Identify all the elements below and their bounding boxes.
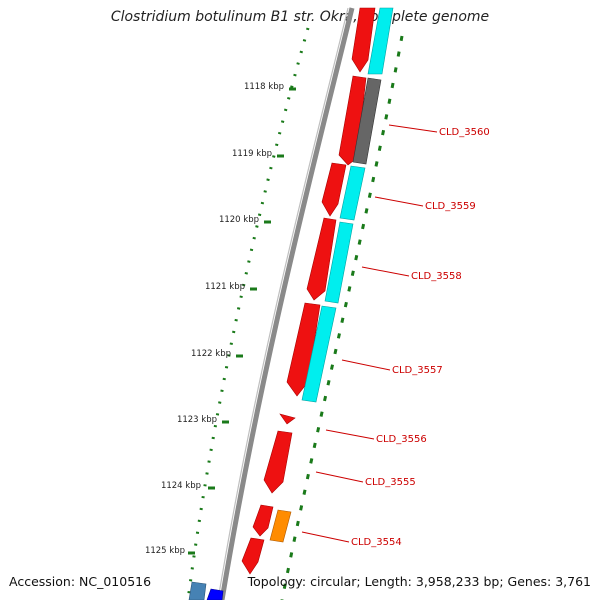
cog-block-cyan	[324, 221, 354, 304]
gene-label: CLD_3559	[425, 201, 476, 212]
cds-arrow	[338, 75, 367, 166]
cog-block-gray	[352, 77, 382, 165]
cog-block-cyan	[339, 165, 366, 221]
tick-label: 1125 kbp	[145, 546, 185, 556]
cds-arrow	[351, 7, 376, 73]
cds-arrow	[252, 504, 274, 537]
cds-track	[241, 7, 376, 575]
tick-label: 1118 kbp	[244, 82, 284, 92]
tick-label: 1122 kbp	[191, 349, 231, 359]
cds-arrow	[306, 217, 337, 301]
tick-label: 1120 kbp	[219, 215, 259, 225]
gene-label: CLD_3554	[351, 537, 402, 548]
cds-arrow	[321, 162, 347, 217]
inner-ruler	[280, 35, 404, 600]
outer-ruler	[186, 27, 310, 600]
cds-arrow	[263, 430, 293, 494]
gene-label: CLD_3556	[376, 434, 427, 445]
tick-label: 1124 kbp	[161, 481, 201, 491]
tick-label: 1121 kbp	[205, 282, 245, 292]
cds-arrow	[279, 413, 296, 425]
cds-arrow	[241, 537, 265, 575]
backbone-inner	[217, 7, 349, 600]
tick-label: 1119 kbp	[232, 149, 272, 159]
gene-label: CLD_3555	[365, 477, 416, 488]
gene-label: CLD_3557	[392, 365, 443, 376]
label-leaders	[301, 124, 438, 543]
cog-block-cyan	[301, 305, 337, 403]
cog-block-steel	[188, 581, 207, 600]
cog-block-blue	[206, 588, 224, 600]
gene-label: CLD_3558	[411, 271, 462, 282]
genome-summary: Topology: circular; Length: 3,958,233 bp…	[247, 574, 591, 589]
backbone-outer	[219, 7, 355, 600]
tick-label: 1123 kbp	[177, 415, 217, 425]
cds-arrow	[286, 302, 321, 397]
cog-track	[188, 7, 394, 600]
gene-label: CLD_3560	[439, 127, 490, 138]
cog-block-orange	[269, 509, 292, 543]
cog-block-cyan	[367, 7, 394, 75]
map-title: Clostridium botulinum B1 str. Okra, comp…	[110, 9, 490, 25]
accession-text: Accession: NC_010516	[9, 574, 152, 589]
